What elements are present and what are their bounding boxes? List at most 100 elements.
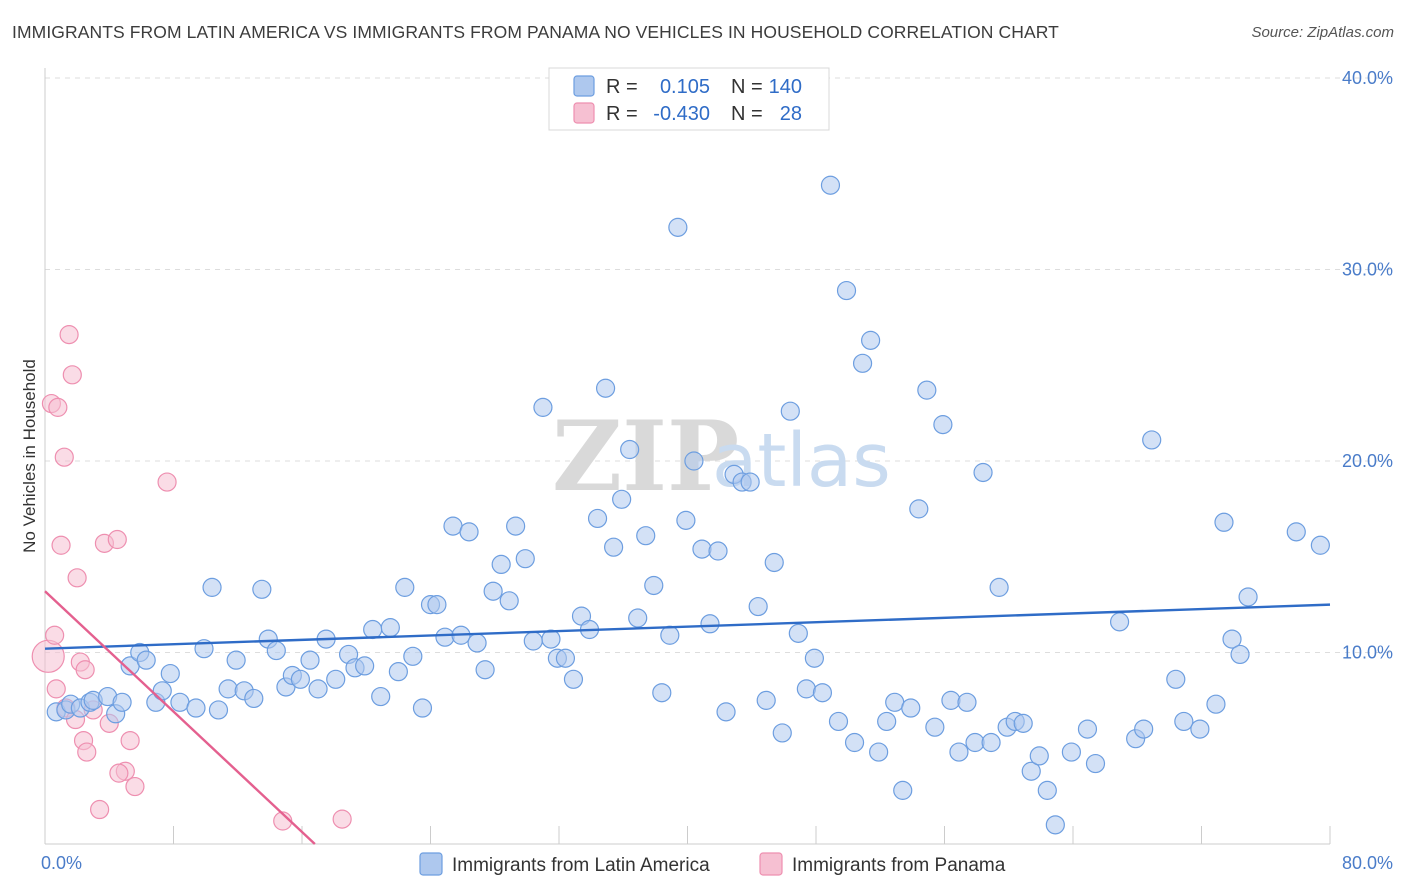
data-point-latin-america (555, 648, 576, 668)
data-point-latin-america (957, 692, 977, 712)
data-point-latin-america (869, 742, 889, 762)
data-point-latin-america (1142, 430, 1162, 450)
data-point-latin-america (933, 415, 953, 435)
data-point-latin-america (1037, 780, 1057, 800)
legend-n-value-pink: 28 (780, 103, 802, 125)
data-point-latin-america (925, 717, 945, 737)
chart-title: IMMIGRANTS FROM LATIN AMERICA VS IMMIGRA… (12, 22, 1059, 42)
data-point-latin-america (636, 526, 656, 546)
data-point-latin-america (981, 732, 1001, 753)
data-point-panama (157, 472, 177, 492)
data-point-latin-america (708, 541, 728, 561)
data-point-latin-america (788, 623, 808, 643)
y-axis-label: No Vehicles in Household (20, 359, 39, 553)
data-point-latin-america (170, 692, 190, 712)
legend-n-value-blue: 140 (769, 76, 802, 98)
data-point-latin-america (563, 669, 584, 689)
correlation-legend: R = 0.105 N = 140 R = -0.430 N = 28 (548, 67, 830, 131)
data-point-latin-america (644, 575, 664, 596)
x-tick-label-max: 80.0% (1342, 853, 1393, 873)
data-point-latin-america (412, 698, 433, 718)
data-point-latin-america (612, 489, 632, 509)
data-point-latin-america (844, 732, 865, 753)
data-point-latin-america (917, 380, 937, 400)
series-latin-america-points (46, 175, 1330, 835)
data-point-latin-america (363, 619, 383, 640)
data-point-latin-america (266, 640, 286, 661)
data-point-latin-america (483, 581, 503, 601)
data-point-panama (59, 325, 79, 345)
series-legend: Immigrants from Latin America Immigrants… (419, 852, 1006, 876)
data-point-latin-america (1166, 669, 1186, 689)
data-point-latin-america (587, 508, 608, 529)
data-point-latin-america (380, 618, 400, 638)
trend-line-latin-america (44, 603, 1331, 650)
data-point-latin-america (692, 539, 712, 559)
data-point-latin-america (652, 683, 672, 703)
data-point-panama (54, 447, 74, 467)
legend-n-label-blue: N = (731, 76, 763, 98)
x-tick-label-min: 0.0% (41, 853, 82, 873)
data-point-latin-america (836, 280, 857, 301)
data-point-latin-america (660, 625, 680, 645)
data-point-latin-america (780, 401, 800, 421)
data-point-latin-america (326, 669, 346, 689)
data-point-latin-america (676, 510, 696, 530)
data-point-latin-america (965, 732, 985, 753)
data-point-latin-america (459, 522, 479, 542)
data-point-latin-america (893, 780, 913, 800)
data-point-latin-america (1222, 629, 1242, 649)
data-point-latin-america (1174, 711, 1194, 732)
legend-n-label-pink: N = (731, 103, 763, 125)
data-point-latin-america (499, 591, 519, 611)
data-point-latin-america (901, 698, 921, 718)
data-point-latin-america (1061, 742, 1081, 762)
data-point-latin-america (1077, 719, 1098, 739)
data-point-panama (46, 679, 66, 699)
data-point-latin-america (716, 702, 736, 722)
data-point-panama (45, 625, 65, 645)
data-point-panama (90, 799, 110, 820)
data-point-panama (332, 809, 352, 829)
legend-r-label-pink: R = (606, 103, 638, 125)
data-point-latin-america (989, 577, 1009, 597)
legend-swatch-pink (573, 102, 595, 124)
x-tick-labels: 0.0% 80.0% (41, 853, 1393, 873)
data-point-latin-america (226, 650, 246, 670)
legend-r-value-blue: 0.105 (660, 76, 710, 98)
data-point-latin-america (435, 627, 455, 647)
data-point-latin-america (152, 681, 172, 701)
data-point-panama (107, 529, 127, 550)
data-point-latin-america (628, 608, 648, 628)
legend-label-latin-america: Immigrants from Latin America (452, 855, 710, 876)
data-point-latin-america (1013, 713, 1033, 733)
data-point-latin-america (244, 688, 264, 709)
data-point-latin-america (764, 552, 784, 573)
data-point-latin-america (1029, 746, 1049, 766)
data-point-panama (51, 535, 71, 555)
data-point-latin-america (1021, 761, 1041, 781)
legend-swatch-panama (759, 852, 783, 876)
data-point-latin-america (1214, 512, 1234, 532)
data-point-latin-america (820, 175, 841, 195)
data-point-latin-america (403, 646, 423, 666)
data-point-latin-america (308, 679, 328, 699)
watermark-zip: ZIP (552, 400, 739, 513)
legend-r-value-pink: -0.430 (653, 103, 710, 125)
data-point-latin-america (796, 679, 816, 699)
data-point-latin-america (1085, 753, 1106, 774)
data-point-latin-america (1238, 587, 1258, 607)
data-point-latin-america (1045, 815, 1065, 835)
data-point-latin-america (475, 660, 495, 680)
data-point-latin-america (252, 579, 272, 599)
source-label: Source: ZipAtlas.com (1251, 24, 1394, 41)
data-point-latin-america (668, 217, 688, 237)
legend-box (548, 67, 830, 131)
data-point-latin-america (491, 554, 511, 575)
data-point-latin-america (506, 516, 526, 536)
data-point-latin-america (300, 650, 320, 670)
data-point-latin-america (804, 648, 824, 668)
data-point-latin-america (772, 723, 792, 743)
data-point-latin-america (885, 692, 905, 712)
